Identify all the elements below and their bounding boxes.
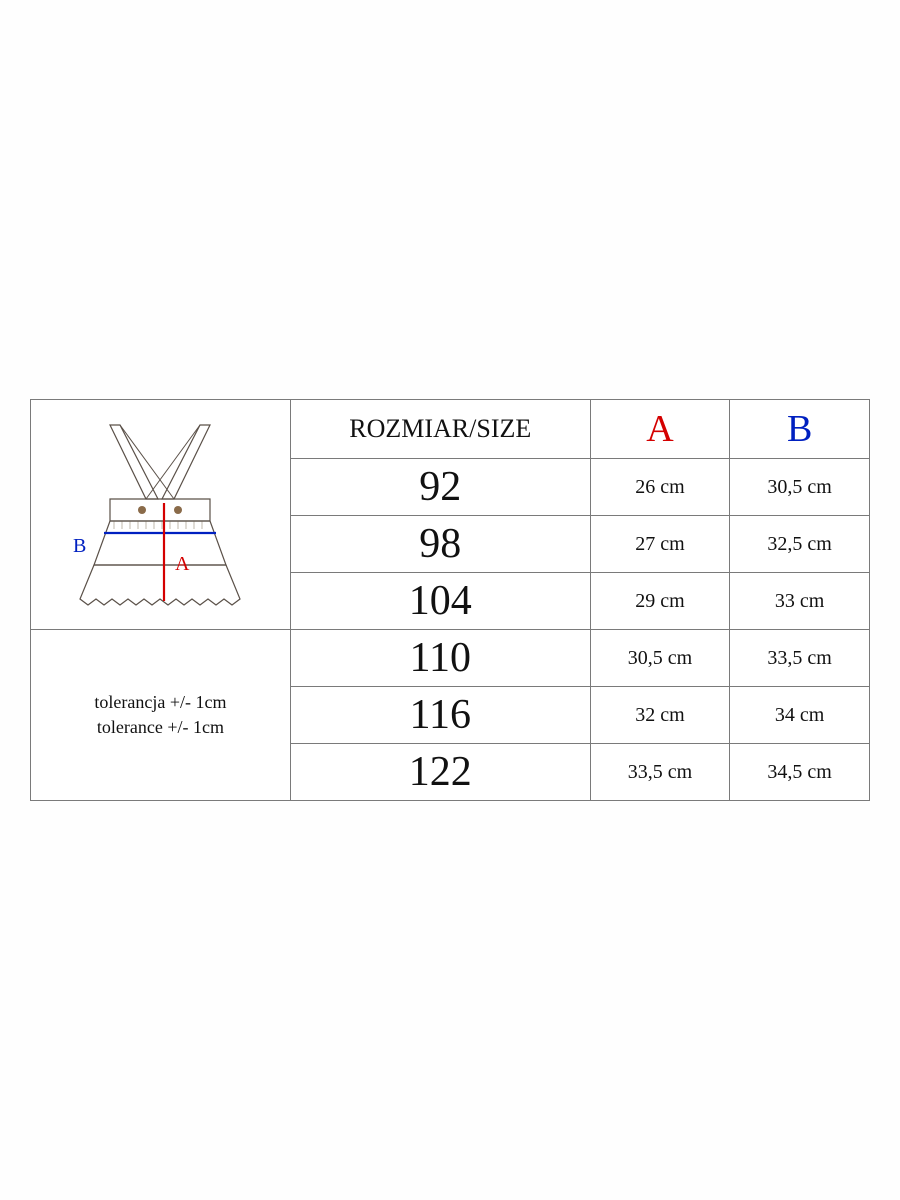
b-value: 30,5 cm (730, 459, 870, 516)
a-value: 32 cm (590, 687, 730, 744)
size-value: 104 (290, 573, 590, 630)
b-value: 33 cm (730, 573, 870, 630)
b-value: 34 cm (730, 687, 870, 744)
header-a: A (590, 400, 730, 459)
diagram-cell: B A (31, 400, 291, 630)
b-value: 33,5 cm (730, 630, 870, 687)
b-value: 32,5 cm (730, 516, 870, 573)
a-value: 26 cm (590, 459, 730, 516)
b-value: 34,5 cm (730, 744, 870, 801)
diagram-a-label: A (175, 553, 189, 576)
a-value: 29 cm (590, 573, 730, 630)
size-value: 110 (290, 630, 590, 687)
size-value: 122 (290, 744, 590, 801)
a-value: 27 cm (590, 516, 730, 573)
header-size: ROZMIAR/SIZE (290, 400, 590, 459)
table-row: tolerancja +/- 1cm tolerance +/- 1cm 110… (31, 630, 870, 687)
a-value: 33,5 cm (590, 744, 730, 801)
tolerance-cell: tolerancja +/- 1cm tolerance +/- 1cm (31, 630, 291, 801)
garment-diagram: B A (37, 415, 284, 615)
size-chart-table: B A ROZMIAR/SIZE A B 92 26 cm 30,5 cm 98… (30, 399, 870, 801)
tolerance-line-2: tolerance +/- 1cm (55, 715, 266, 740)
size-value: 98 (290, 516, 590, 573)
size-value: 116 (290, 687, 590, 744)
diagram-b-label: B (73, 535, 86, 558)
header-b: B (730, 400, 870, 459)
size-value: 92 (290, 459, 590, 516)
tolerance-line-1: tolerancja +/- 1cm (55, 690, 266, 715)
a-value: 30,5 cm (590, 630, 730, 687)
